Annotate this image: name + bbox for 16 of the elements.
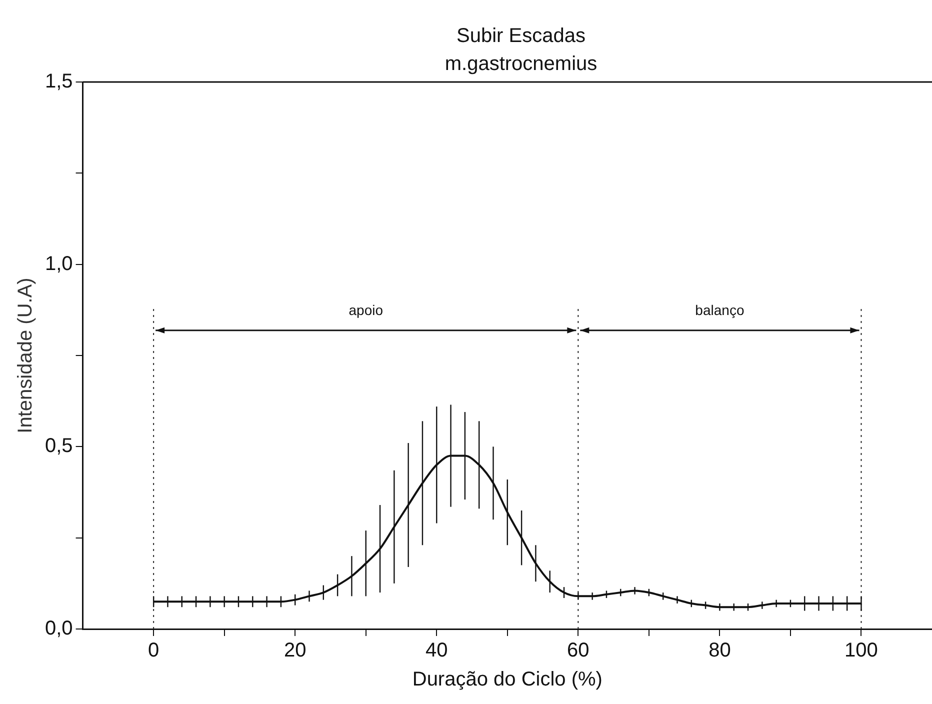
x-tick-label: 60	[567, 640, 590, 662]
x-tick-label: 40	[426, 640, 448, 662]
x-tick-label: 0	[148, 640, 160, 662]
y-tick-label: 0,5	[44, 435, 73, 458]
chart-subtitle: m.gastrocnemius	[444, 52, 598, 77]
annotation: balanço	[695, 302, 744, 318]
y-axis-title: Intensidade (U.A)	[14, 278, 37, 434]
x-tick-label: 20	[284, 640, 306, 662]
chart-title: Subir Escadas	[456, 24, 586, 49]
x-tick-label: 100	[844, 640, 878, 662]
annotation: apoio	[348, 302, 384, 318]
y-tick-label: 1,0	[44, 252, 73, 275]
y-tick-label: 1,5	[44, 70, 73, 93]
x-tick-label: 80	[708, 640, 731, 662]
y-tick-label: 0,0	[44, 618, 73, 640]
x-axis-title: Duração do Ciclo (%)	[412, 668, 602, 691]
